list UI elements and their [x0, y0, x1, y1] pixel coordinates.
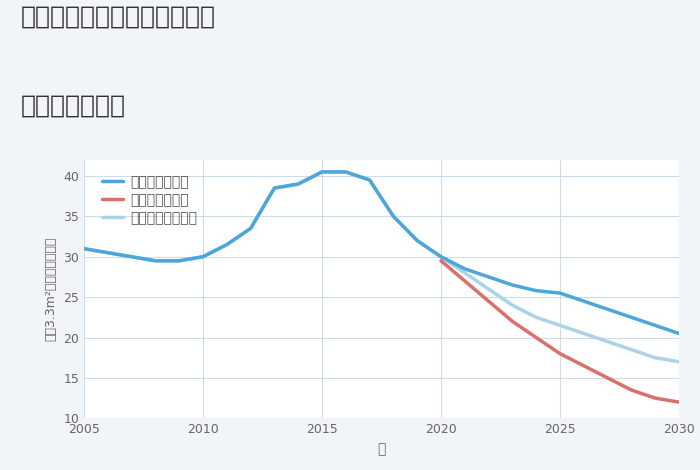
ノーマルシナリオ: [580, 331, 588, 337]
グッドシナリオ: [127, 254, 136, 259]
Legend: グッドシナリオ, バッドシナリオ, ノーマルシナリオ: グッドシナリオ, バッドシナリオ, ノーマルシナリオ: [97, 169, 203, 231]
グッドシナリオ: [508, 282, 517, 288]
ノーマルシナリオ: [461, 270, 469, 276]
グッドシナリオ: [294, 181, 302, 187]
グッドシナリオ: [104, 250, 112, 256]
ノーマルシナリオ: [294, 181, 302, 187]
バッドシナリオ: [580, 363, 588, 368]
グッドシナリオ: [365, 177, 374, 183]
ノーマルシナリオ: [246, 226, 255, 231]
Line: ノーマルシナリオ: ノーマルシナリオ: [84, 172, 679, 362]
グッドシナリオ: [270, 185, 279, 191]
ノーマルシナリオ: [104, 250, 112, 256]
Text: 土地の価格推移: 土地の価格推移: [21, 94, 126, 118]
グッドシナリオ: [175, 258, 183, 264]
ノーマルシナリオ: [80, 246, 88, 251]
Line: グッドシナリオ: グッドシナリオ: [84, 172, 679, 334]
バッドシナリオ: [437, 258, 445, 264]
グッドシナリオ: [556, 290, 564, 296]
ノーマルシナリオ: [532, 314, 540, 320]
バッドシナリオ: [508, 319, 517, 324]
ノーマルシナリオ: [127, 254, 136, 259]
グッドシナリオ: [532, 288, 540, 293]
ノーマルシナリオ: [603, 339, 612, 345]
ノーマルシナリオ: [389, 213, 398, 219]
バッドシナリオ: [484, 298, 493, 304]
グッドシナリオ: [151, 258, 160, 264]
Line: バッドシナリオ: バッドシナリオ: [441, 261, 679, 402]
ノーマルシナリオ: [556, 322, 564, 328]
グッドシナリオ: [223, 242, 231, 247]
バッドシナリオ: [627, 387, 636, 393]
ノーマルシナリオ: [627, 347, 636, 352]
グッドシナリオ: [675, 331, 683, 337]
バッドシナリオ: [651, 395, 659, 401]
ノーマルシナリオ: [508, 302, 517, 308]
Y-axis label: 坪（3.3m²）単価（万円）: 坪（3.3m²）単価（万円）: [45, 237, 57, 341]
X-axis label: 年: 年: [377, 442, 386, 456]
ノーマルシナリオ: [199, 254, 207, 259]
グッドシナリオ: [246, 226, 255, 231]
グッドシナリオ: [389, 213, 398, 219]
ノーマルシナリオ: [151, 258, 160, 264]
Text: 愛知県江南市宮田神明町旭の: 愛知県江南市宮田神明町旭の: [21, 5, 216, 29]
グッドシナリオ: [199, 254, 207, 259]
グッドシナリオ: [342, 169, 350, 175]
グッドシナリオ: [603, 306, 612, 312]
ノーマルシナリオ: [318, 169, 326, 175]
バッドシナリオ: [603, 375, 612, 381]
ノーマルシナリオ: [223, 242, 231, 247]
バッドシナリオ: [556, 351, 564, 356]
ノーマルシナリオ: [365, 177, 374, 183]
グッドシナリオ: [318, 169, 326, 175]
ノーマルシナリオ: [175, 258, 183, 264]
バッドシナリオ: [461, 278, 469, 284]
グッドシナリオ: [80, 246, 88, 251]
グッドシナリオ: [627, 314, 636, 320]
ノーマルシナリオ: [342, 169, 350, 175]
グッドシナリオ: [413, 238, 421, 243]
グッドシナリオ: [461, 266, 469, 272]
バッドシナリオ: [532, 335, 540, 340]
ノーマルシナリオ: [675, 359, 683, 365]
ノーマルシナリオ: [413, 238, 421, 243]
グッドシナリオ: [437, 254, 445, 259]
ノーマルシナリオ: [437, 254, 445, 259]
ノーマルシナリオ: [484, 286, 493, 292]
ノーマルシナリオ: [651, 355, 659, 360]
グッドシナリオ: [484, 274, 493, 280]
バッドシナリオ: [675, 400, 683, 405]
グッドシナリオ: [651, 322, 659, 328]
ノーマルシナリオ: [270, 185, 279, 191]
グッドシナリオ: [580, 298, 588, 304]
